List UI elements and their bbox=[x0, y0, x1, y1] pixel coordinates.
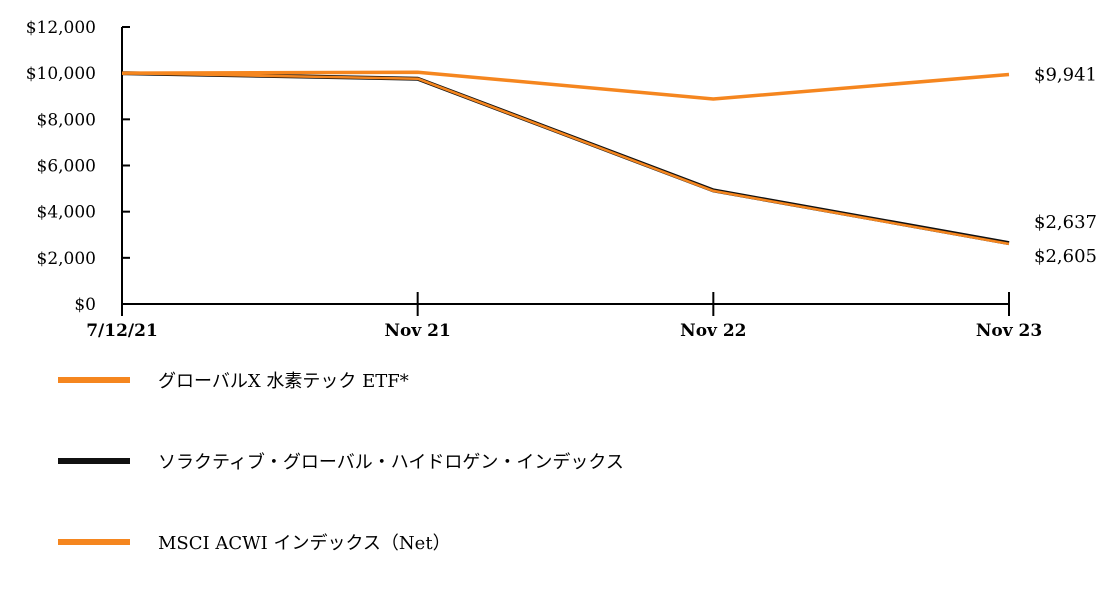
legend-item-msci: MSCI ACWI インデックス（Net） bbox=[58, 522, 1098, 562]
x-tick-label: 7/12/21 bbox=[86, 321, 158, 341]
legend-swatch-msci bbox=[58, 539, 130, 545]
legend-swatch-etf bbox=[58, 377, 130, 383]
series-line-msci bbox=[121, 70, 1010, 101]
end-labels: $9,941 $2,637 $2,605 bbox=[1034, 65, 1097, 267]
legend: グローバルX 水素テック ETF* ソラクティブ・グローバル・ハイドロゲン・イン… bbox=[58, 360, 1098, 603]
series-layer bbox=[121, 70, 1010, 246]
y-tick-label: $2,000 bbox=[37, 249, 96, 269]
y-tick-label: $12,000 bbox=[26, 18, 96, 38]
end-label-index: $2,637 bbox=[1034, 212, 1097, 233]
y-tick-label: $8,000 bbox=[37, 110, 96, 130]
y-tick-label: $10,000 bbox=[26, 64, 96, 84]
legend-swatch-index bbox=[58, 458, 130, 464]
x-tick-label: Nov 23 bbox=[976, 321, 1042, 341]
x-axis: 7/12/21 Nov 21 Nov 22 Nov 23 bbox=[86, 292, 1042, 341]
legend-label-etf: グローバルX 水素テック ETF* bbox=[158, 371, 409, 392]
y-axis: $0 $2,000 $4,000 $6,000 $8,000 $10,000 $12,000 bbox=[26, 18, 130, 315]
end-label-msci: $9,941 bbox=[1034, 65, 1097, 86]
line-chart: $0 $2,000 $4,000 $6,000 $8,000 $10,000 $12,000… bbox=[26, 18, 1097, 341]
x-tick-label: Nov 21 bbox=[384, 321, 450, 341]
series-line-index bbox=[121, 71, 1010, 246]
legend-label-msci: MSCI ACWI インデックス（Net） bbox=[158, 533, 451, 554]
legend-label-index: ソラクティブ・グローバル・ハイドロゲン・インデックス bbox=[158, 452, 624, 473]
legend-item-index: ソラクティブ・グローバル・ハイドロゲン・インデックス bbox=[58, 441, 1098, 481]
y-tick-label: $6,000 bbox=[37, 157, 96, 177]
y-tick-label: $0 bbox=[74, 295, 96, 315]
y-tick-label: $4,000 bbox=[37, 203, 96, 223]
series-line-etf bbox=[121, 71, 1010, 246]
end-label-etf: $2,605 bbox=[1034, 246, 1097, 267]
x-tick-label: Nov 22 bbox=[680, 321, 746, 341]
legend-item-etf: グローバルX 水素テック ETF* bbox=[58, 360, 1098, 400]
